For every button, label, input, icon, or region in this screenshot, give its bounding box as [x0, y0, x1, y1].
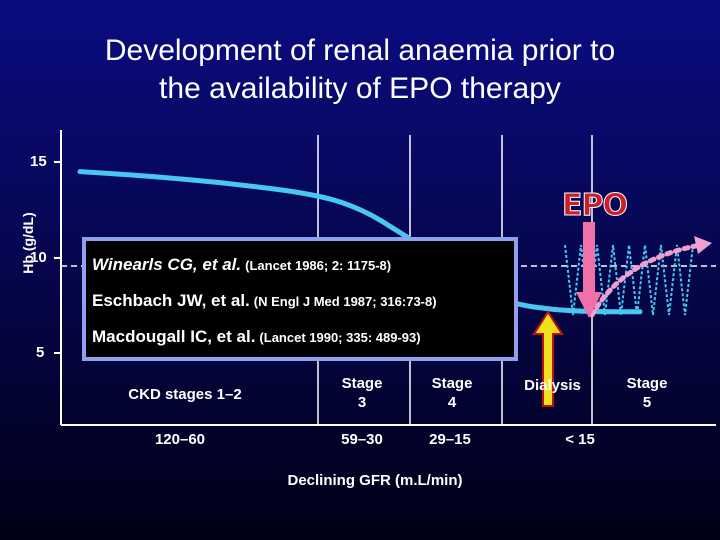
y-tick-10: 10 [30, 249, 47, 266]
reference-2-author: Eschbach JW, et al. [92, 291, 250, 310]
reference-3-author: Macdougall IC, et al. [92, 327, 256, 346]
epo-label: EPO [562, 188, 629, 224]
y-tick-5: 5 [36, 344, 45, 361]
stage-label-5: Stage 5 [610, 374, 684, 412]
reference-3-journal: (Lancet 1990; 335: 489-93) [259, 330, 421, 345]
stage-label-3: Stage 3 [322, 374, 402, 412]
stage-5-line-1: Stage [626, 375, 668, 392]
stage-3-line-1: Stage [341, 375, 383, 392]
title-line-1: Development of renal anaemia prior to [104, 34, 616, 67]
epo-arrow-shaft [583, 222, 595, 294]
stage-4-line-1: Stage [431, 375, 473, 392]
stage-label-ckd-1-2: CKD stages 1–2 [128, 386, 242, 403]
gfr-label-59-30: 59–30 [341, 431, 383, 448]
references-box: Winearls CG, et al. (Lancet 1986; 2: 1175… [82, 237, 518, 361]
epo-recovery-curve [589, 242, 703, 318]
stage-4-line-2: 4 [447, 394, 457, 411]
reference-1-author: Winearls CG, et al. [92, 255, 242, 274]
title-line-2: the availability of EPO therapy [159, 72, 561, 105]
x-axis-label: Declining GFR (m.L/min) [287, 472, 463, 489]
epo-arrow-head [576, 292, 602, 318]
reference-3: Macdougall IC, et al. (Lancet 1990; 335: … [92, 327, 421, 347]
chart-title: Development of renal anaemia prior to th… [0, 32, 720, 108]
stage-label-dialysis: Dialysis [524, 377, 581, 394]
reference-1: Winearls CG, et al. (Lancet 1986; 2: 1175… [92, 255, 391, 275]
reference-2: Eschbach JW, et al. (N Engl J Med 1987; 3… [92, 291, 437, 311]
y-tick-15: 15 [30, 153, 47, 170]
reference-2-journal: (N Engl J Med 1987; 316:73-8) [253, 294, 437, 309]
epo-recovery-arrowhead [694, 236, 712, 254]
dialysis-arrow [532, 310, 564, 407]
reference-1-journal: (Lancet 1986; 2: 1175-8) [245, 258, 392, 273]
y-axis-label: Hb (g/dL) [20, 212, 36, 274]
gfr-label-lt-15: < 15 [565, 431, 595, 448]
stage-label-4: Stage 4 [412, 374, 492, 412]
gfr-label-29-15: 29–15 [429, 431, 471, 448]
gfr-label-120-60: 120–60 [154, 431, 206, 448]
stage-3-line-2: 3 [357, 394, 367, 411]
stage-5-line-2: 5 [642, 394, 652, 411]
